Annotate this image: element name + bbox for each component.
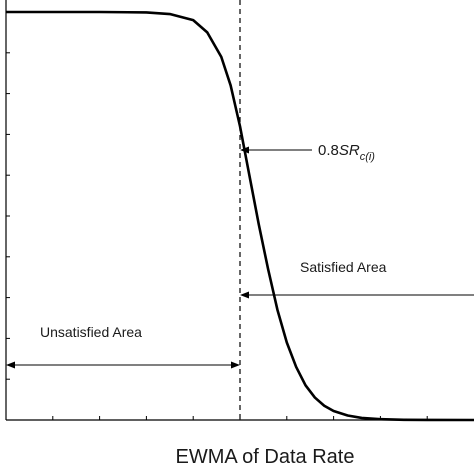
unsatisfied-arrow-head-right — [231, 361, 240, 369]
satisfied-area-label: Satisfied Area — [300, 259, 387, 275]
y-tick-group — [6, 52, 10, 380]
series-curve — [6, 10, 474, 422]
unsatisfied-area-label: Unsatisfied Area — [40, 324, 142, 340]
threshold-label-symbol: SR — [339, 142, 360, 159]
threshold-arrow-head — [240, 146, 249, 154]
threshold-label-prefix: 0.8 — [318, 142, 339, 159]
plot-area: 0.8SRc(i) Satisfied Area Unsatisfied Are… — [5, 0, 474, 422]
unsatisfied-arrow-head-left — [6, 361, 15, 369]
x-axis-label: EWMA of Data Rate — [176, 446, 355, 468]
threshold-label-subscript: c(i) — [360, 151, 376, 163]
satisfied-arrow-head — [240, 291, 249, 299]
threshold-label: 0.8SRc(i) — [318, 142, 375, 163]
